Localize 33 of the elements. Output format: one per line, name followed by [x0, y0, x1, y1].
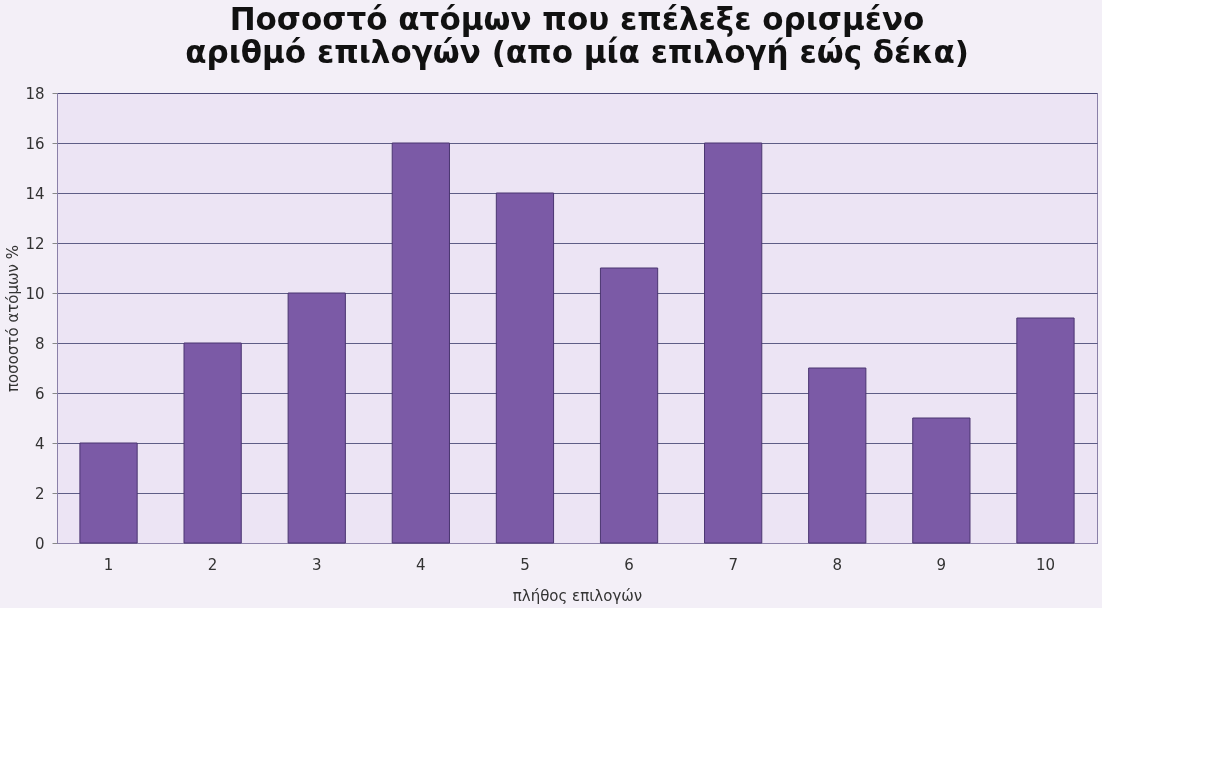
bar: [704, 142, 763, 544]
bar: [495, 192, 555, 544]
x-tick-label: 10: [1035, 555, 1056, 574]
x-tick-label: 4: [416, 555, 426, 574]
y-tick-label: 10: [25, 284, 45, 303]
y-tick-label: 2: [34, 484, 45, 503]
y-tick-label: 16: [25, 134, 45, 153]
y-tick-label: 12: [25, 234, 45, 253]
bar: [183, 342, 242, 544]
x-tick-label: 6: [624, 555, 634, 574]
y-tick-label: 4: [34, 434, 45, 453]
bar: [808, 367, 867, 544]
y-axis-title: ποσοστό ατόμων %: [4, 245, 23, 392]
y-tick-label: 14: [25, 184, 45, 203]
x-tick-label: 9: [936, 555, 947, 574]
x-axis-title: πλήθος επιλογών: [512, 586, 643, 605]
x-tick-label: 2: [207, 555, 218, 574]
y-tick-label: 18: [25, 84, 45, 103]
x-tick-label: 5: [520, 555, 530, 574]
x-tick-label: 3: [311, 555, 322, 574]
y-tick-label: 6: [34, 384, 45, 403]
y-tick-label: 8: [34, 334, 45, 353]
bar: [599, 267, 659, 544]
bar: [912, 417, 971, 544]
x-tick-label: 1: [103, 555, 114, 574]
text: Ποσοστό ατόμων που επέλεξε ορισμένο: [229, 1, 925, 37]
x-tick-label: 7: [728, 555, 738, 574]
bar: [79, 442, 138, 544]
bar: [1016, 317, 1075, 544]
x-tick-label: 8: [832, 555, 843, 574]
bar: [287, 292, 346, 544]
y-tick-label: 0: [34, 534, 45, 553]
bar: [391, 142, 450, 544]
